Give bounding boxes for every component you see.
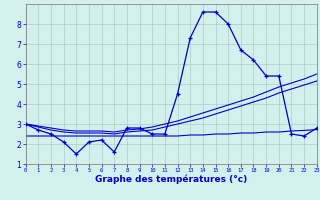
X-axis label: Graphe des températures (°c): Graphe des températures (°c) [95, 175, 247, 184]
